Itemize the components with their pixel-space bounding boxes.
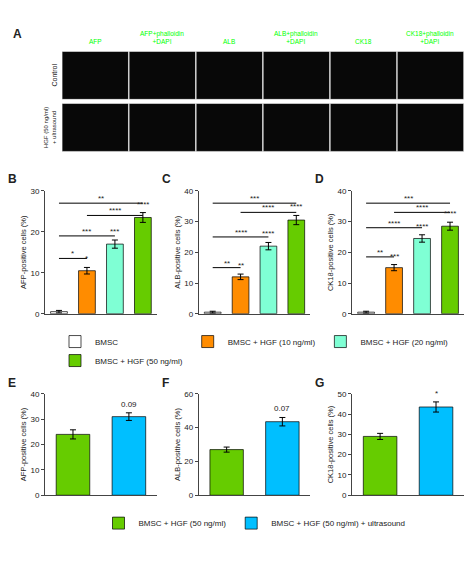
- svg-text:ALB-positive cells (%): ALB-positive cells (%): [173, 215, 182, 288]
- svg-text:20: 20: [30, 440, 39, 449]
- svg-text:10: 10: [30, 269, 39, 278]
- svg-text:0.07: 0.07: [274, 404, 290, 413]
- svg-text:G: G: [315, 376, 324, 390]
- svg-text:**: **: [224, 259, 230, 268]
- svg-text:****: ****: [444, 209, 456, 218]
- svg-text:ALB+phalloidin+DAPI: ALB+phalloidin+DAPI: [274, 30, 318, 45]
- svg-text:CK18-positive cells (%): CK18-positive cells (%): [326, 213, 335, 291]
- svg-text:****: ****: [416, 222, 428, 231]
- svg-text:40: 40: [338, 187, 347, 196]
- svg-text:****: ****: [262, 229, 274, 238]
- svg-text:BMSC + HGF (50 ng/ml) + ultras: BMSC + HGF (50 ng/ml) + ultrasound: [271, 519, 405, 528]
- svg-text:*: *: [71, 249, 74, 258]
- svg-text:****: ****: [290, 202, 302, 211]
- svg-text:CK18+phalloidin+DAPI: CK18+phalloidin+DAPI: [406, 30, 454, 45]
- svg-text:20: 20: [338, 248, 347, 257]
- svg-text:***: ***: [404, 194, 413, 203]
- svg-text:40: 40: [30, 390, 39, 399]
- svg-text:ALB-positive cells (%): ALB-positive cells (%): [173, 408, 182, 481]
- svg-text:10: 10: [338, 471, 347, 480]
- svg-text:F: F: [162, 376, 169, 390]
- svg-text:*: *: [435, 389, 438, 398]
- svg-text:40: 40: [184, 423, 193, 432]
- svg-text:E: E: [8, 376, 16, 390]
- svg-text:**: **: [238, 261, 244, 270]
- svg-text:AFP+phalloidin+DAPI: AFP+phalloidin+DAPI: [140, 30, 184, 45]
- svg-text:BMSC + HGF (50 ng/ml): BMSC + HGF (50 ng/ml): [139, 519, 227, 528]
- svg-text:20: 20: [30, 228, 39, 237]
- svg-text:BMSC + HGF (10 ng/ml): BMSC + HGF (10 ng/ml): [228, 338, 316, 347]
- svg-text:0.09: 0.09: [121, 400, 137, 409]
- svg-text:****: ****: [262, 203, 274, 212]
- svg-text:ALB: ALB: [223, 38, 235, 45]
- svg-text:30: 30: [338, 430, 347, 439]
- svg-text:****: ****: [137, 200, 149, 209]
- svg-text:***: ***: [82, 227, 91, 236]
- svg-text:0: 0: [342, 491, 347, 500]
- svg-text:0: 0: [342, 310, 347, 319]
- svg-text:50: 50: [338, 390, 347, 399]
- svg-text:30: 30: [184, 217, 193, 226]
- svg-text:Control: Control: [51, 64, 58, 87]
- svg-text:30: 30: [30, 187, 39, 196]
- svg-text:10: 10: [30, 466, 39, 475]
- svg-text:10: 10: [338, 279, 347, 288]
- svg-text:A: A: [13, 27, 22, 41]
- svg-text:30: 30: [30, 415, 39, 424]
- svg-text:0: 0: [189, 310, 194, 319]
- svg-text:C: C: [162, 172, 171, 186]
- svg-text:****: ****: [109, 206, 121, 215]
- svg-text:20: 20: [184, 457, 193, 466]
- svg-text:****: ****: [235, 228, 247, 237]
- svg-text:***: ***: [110, 227, 119, 236]
- svg-text:20: 20: [338, 450, 347, 459]
- svg-text:**: **: [377, 248, 383, 257]
- svg-text:*: *: [85, 254, 88, 263]
- svg-text:20: 20: [184, 248, 193, 257]
- svg-text:AFP: AFP: [89, 38, 102, 45]
- svg-text:BMSC: BMSC: [95, 338, 118, 347]
- svg-text:****: ****: [388, 219, 400, 228]
- svg-text:BMSC + HGF (50 ng/ml): BMSC + HGF (50 ng/ml): [95, 357, 183, 366]
- svg-text:10: 10: [184, 279, 193, 288]
- svg-text:0: 0: [189, 491, 194, 500]
- svg-text:****: ****: [416, 203, 428, 212]
- svg-text:***: ***: [390, 252, 399, 261]
- svg-text:0: 0: [35, 491, 40, 500]
- svg-text:BMSC + HGF (20 ng/ml): BMSC + HGF (20 ng/ml): [360, 338, 448, 347]
- svg-text:**: **: [98, 194, 104, 203]
- svg-text:40: 40: [338, 410, 347, 419]
- svg-text:***: ***: [250, 194, 259, 203]
- svg-text:CK18-positive cells (%): CK18-positive cells (%): [326, 405, 335, 483]
- svg-text:B: B: [8, 172, 17, 186]
- svg-text:30: 30: [338, 217, 347, 226]
- svg-text:CK18: CK18: [355, 38, 372, 45]
- svg-text:D: D: [315, 172, 324, 186]
- svg-text:AFP-positive cells (%): AFP-positive cells (%): [19, 407, 28, 481]
- svg-text:AFP-positive cells (%): AFP-positive cells (%): [19, 215, 28, 289]
- svg-text:60: 60: [184, 390, 193, 399]
- svg-text:40: 40: [184, 187, 193, 196]
- svg-text:0: 0: [35, 310, 40, 319]
- svg-text:HGF (50 ng/ml)+ ultrasound: HGF (50 ng/ml)+ ultrasound: [43, 107, 57, 148]
